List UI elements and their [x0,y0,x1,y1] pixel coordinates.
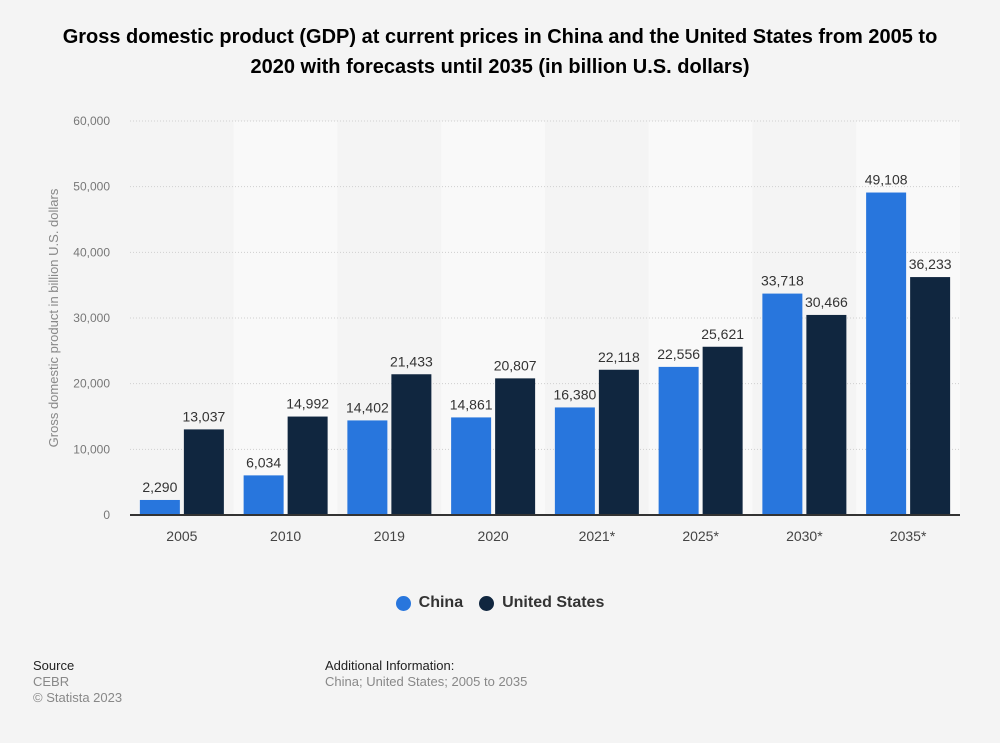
additional-info-label: Additional Information: [325,658,455,673]
x-tick-label: 2020 [478,528,509,544]
additional-info-block: Additional Information: China; United St… [325,658,527,690]
bar-united-states [183,429,224,515]
y-tick-label: 50,000 [73,180,110,194]
y-axis-label: Gross domestic product in billion U.S. d… [46,188,61,447]
bar-united-states [391,374,432,515]
bar-china [451,417,492,515]
data-label: 49,108 [865,172,908,188]
legend-marker-china [395,595,411,611]
data-label: 25,621 [701,326,744,342]
data-label: 16,380 [553,386,596,402]
data-label: 2,290 [142,479,177,495]
legend-item-united-states[interactable]: United States [479,594,604,612]
bar-china [762,293,803,515]
data-label: 22,118 [598,349,640,365]
bar-united-states [806,314,847,515]
bar-united-states [598,369,639,515]
bar-chart: 0 10,000 20,000 30,000 40,000 50,000 60,000 Gro… [46,114,960,544]
data-label: 14,992 [286,396,329,412]
y-tick-label: 60,000 [73,114,110,128]
bar-united-states [910,277,951,515]
legend-item-china[interactable]: China [395,594,464,612]
y-tick-label: 0 [103,508,110,522]
bar-china [139,499,180,515]
bar-china [866,192,907,515]
chart-title: Gross domestic product (GDP) at current … [62,26,938,78]
data-label: 20,807 [494,357,537,373]
legend-label-china: China [418,594,464,611]
legend-label-united-states: United States [502,594,605,611]
data-label: 14,861 [450,396,493,412]
bar-united-states [287,416,328,515]
y-tick-label: 30,000 [73,311,110,325]
bar-china [554,407,595,515]
source-value[interactable]: CEBR [33,674,70,689]
x-tick-label: 2025* [682,528,719,544]
data-label: 33,718 [761,273,804,289]
data-label: 22,556 [657,346,700,362]
data-label: 6,034 [246,454,281,470]
data-label: 13,037 [182,408,225,424]
bar-china [658,366,699,515]
data-label: 36,233 [909,256,952,272]
copyright: © Statista 2023 [33,690,123,705]
x-tick-label: 2021* [579,528,616,544]
additional-info-value: China; United States; 2005 to 2035 [325,674,528,689]
y-tick-label: 10,000 [73,442,110,456]
x-tick-label: 2019 [374,528,405,544]
x-tick-label: 2035* [890,528,927,544]
data-label: 21,433 [390,353,433,369]
y-tick-label: 40,000 [73,245,110,259]
legend: China United States [0,594,1000,612]
bar-united-states [495,378,536,515]
data-label: 14,402 [346,399,389,415]
y-tick-label: 20,000 [73,377,110,391]
x-tick-label: 2005 [166,528,197,544]
data-label: 30,466 [805,294,848,310]
bar-united-states [702,346,743,515]
x-tick-label: 2030* [786,528,823,544]
bar-china [347,420,388,515]
source-block: Source CEBR © Statista 2023 [33,658,122,706]
x-tick-label: 2010 [270,528,301,544]
source-label: Source [33,658,75,673]
bar-china [243,475,284,515]
legend-marker-united-states [479,595,495,611]
